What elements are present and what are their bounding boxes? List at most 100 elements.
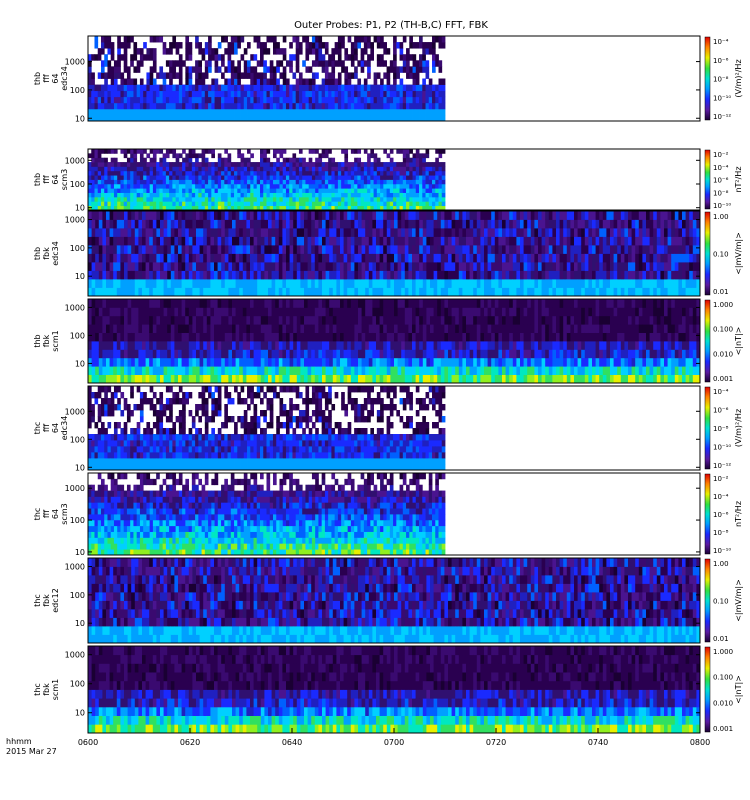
colorbar-tick-label: 10⁻⁴ <box>713 38 729 46</box>
colorbar-tick-label: 10⁻⁴ <box>713 388 729 396</box>
y-tick-label: 10 <box>75 204 85 213</box>
panel-ylabel: 64 <box>51 509 60 519</box>
panel-ylabel: fbk <box>42 334 51 347</box>
y-tick-label: 10 <box>75 619 85 628</box>
colorbar-tick-label: 0.010 <box>713 699 733 707</box>
y-tick-label: 10 <box>75 359 85 368</box>
panel-thb-fbk-edc34: 1000 100 10 thb fbk edc34 1.00 0.10 0.01 <|mV/m|> <box>33 210 743 297</box>
panel-ylabel: fff <box>42 424 51 433</box>
colorbar <box>704 36 711 121</box>
y-tick-label: 100 <box>70 516 85 525</box>
panel-frame <box>87 557 701 644</box>
panel-ylabel: thc <box>33 594 42 607</box>
y-tick-label: 1000 <box>65 484 85 493</box>
colorbar-tick-label: 10⁻² <box>713 475 729 483</box>
colorbar-tick-label: 10⁻⁶ <box>713 511 729 519</box>
panel-thc-fft-edc34: 1000 100 10 thc fff 64 edc34 10⁻⁴ 10⁻⁶ 10⁻⁸ 10⁻¹⁰ 1… <box>33 385 743 472</box>
panel-ylabel: edc34 <box>60 66 69 91</box>
colorbar-label: (V/m)²/Hz <box>734 59 743 97</box>
panel-frame <box>87 385 701 471</box>
panel-ylabel: thb <box>33 72 42 85</box>
panel-ylabel: thc <box>33 508 42 521</box>
y-tick-label: 1000 <box>65 156 85 165</box>
y-tick-label: 1000 <box>65 216 85 225</box>
y-tick-label: 100 <box>70 591 85 600</box>
colorbar-tick-label: 0.001 <box>713 375 733 383</box>
colorbar-tick-label: 10⁻¹⁰ <box>713 94 731 102</box>
y-tick-label: 100 <box>70 86 85 95</box>
colorbar-tick-label: 1.00 <box>713 213 729 221</box>
colorbar-tick-label: 10⁻⁴ <box>713 164 729 172</box>
colorbar-label: <|nT|> <box>734 675 743 704</box>
panel-ylabel: fff <box>42 510 51 519</box>
colorbar-label: nT²/Hz <box>734 166 743 192</box>
colorbar-tick-label: 0.100 <box>713 674 733 682</box>
y-tick-label: 100 <box>70 180 85 189</box>
spectrogram-thc-fft-scm3 <box>88 473 446 556</box>
colorbar-label: <|mV/m|> <box>734 579 743 622</box>
y-tick-label: 1000 <box>65 58 85 67</box>
x-tick-label: 0740 <box>588 738 608 747</box>
x-tick-label: 0640 <box>282 738 302 747</box>
y-tick-label: 10 <box>75 114 85 123</box>
date-label: 2015 Mar 27 <box>6 747 57 756</box>
panel-ylabel: edc34 <box>51 241 60 266</box>
y-tick-label: 100 <box>70 244 85 253</box>
x-axis: 0600 0620 0640 0700 0720 0740 0800 <box>78 728 710 747</box>
y-tick-label: 10 <box>75 463 85 472</box>
x-tick-label: 0700 <box>384 738 404 747</box>
colorbar-tick-label: 10⁻⁸ <box>713 76 729 84</box>
panel-ylabel: 64 <box>51 423 60 433</box>
panel-frame <box>87 148 701 211</box>
colorbar-tick-label: 10⁻¹² <box>713 462 731 470</box>
colorbar-tick-label: 10⁻¹⁰ <box>713 202 731 210</box>
panel-thb-fbk-scm1: 1000 100 10 thb fbk scm1 1.000 0.100 0.010 0.001 <… <box>33 298 743 384</box>
colorbar <box>704 558 711 643</box>
panel-ylabel: thc <box>33 683 42 696</box>
y-tick-label: 100 <box>70 680 85 689</box>
colorbar-tick-label: 10⁻¹⁰ <box>713 547 731 555</box>
colorbar <box>704 149 711 210</box>
y-tick-label: 1000 <box>65 651 85 660</box>
colorbar-tick-label: 10⁻⁶ <box>713 407 729 415</box>
colorbar-tick-label: 10⁻² <box>713 151 729 159</box>
panel-thb-fft-scm3: 1000 100 10 thb fff 64 scm3 10⁻² 10⁻⁴ 10⁻⁶ 10⁻⁸ 10⁻… <box>33 148 743 213</box>
panel-ylabel: fbk <box>42 683 51 696</box>
panel-ylabel: edc34 <box>60 416 69 441</box>
panel-ylabel: edc12 <box>51 588 60 613</box>
colorbar-label: <|mV/m|> <box>734 232 743 275</box>
y-tick-label: 100 <box>70 435 85 444</box>
colorbar-tick-label: 0.10 <box>713 598 729 606</box>
panel-thc-fbk-scm1: 1000 100 10 thc fbk scm1 1.000 0.100 0.010 0.001 <… <box>33 645 743 734</box>
colorbar-label: <|nT|> <box>734 327 743 356</box>
panel-frame <box>87 298 701 384</box>
y-tick-label: 1000 <box>65 303 85 312</box>
colorbar-tick-label: 10⁻¹² <box>713 113 731 121</box>
panel-thc-fbk-edc12: 1000 100 10 thc fbk edc12 1.00 0.10 0.01 <|mV/m|> <box>33 557 743 644</box>
colorbar-tick-label: 10⁻⁸ <box>713 425 729 433</box>
colorbar <box>704 386 711 470</box>
colorbar-tick-label: 0.010 <box>713 350 733 358</box>
y-tick-label: 1000 <box>65 407 85 416</box>
colorbar-tick-label: 10⁻⁶ <box>713 57 729 65</box>
colorbar-tick-label: 10⁻⁸ <box>713 189 729 197</box>
panel-ylabel: fff <box>42 175 51 184</box>
time-format-label: hhmm <box>6 737 32 746</box>
colorbar-tick-label: 10⁻¹⁰ <box>713 444 731 452</box>
colorbar-label: (V/m)²/Hz <box>734 409 743 447</box>
colorbar-tick-label: 0.001 <box>713 725 733 733</box>
colorbar <box>704 299 711 383</box>
y-tick-label: 10 <box>75 272 85 281</box>
panel-thb-fft-edc34: 1000 100 10 thb fff 64 edc34 10⁻⁴ 10⁻⁶ 10⁻⁸ 10⁻¹⁰ 1… <box>33 35 743 123</box>
colorbar <box>704 646 711 733</box>
y-tick-label: 10 <box>75 709 85 718</box>
panel-ylabel: scm1 <box>51 679 60 700</box>
colorbar-tick-label: 0.100 <box>713 326 733 334</box>
colorbar-label: nT²/Hz <box>734 501 743 527</box>
spectrogram-thb-fbk-edc34 <box>88 211 701 297</box>
colorbar-tick-label: 10⁻⁶ <box>713 177 729 185</box>
y-tick-label: 100 <box>70 331 85 340</box>
spectrogram-thc-fft-edc34 <box>88 386 446 471</box>
